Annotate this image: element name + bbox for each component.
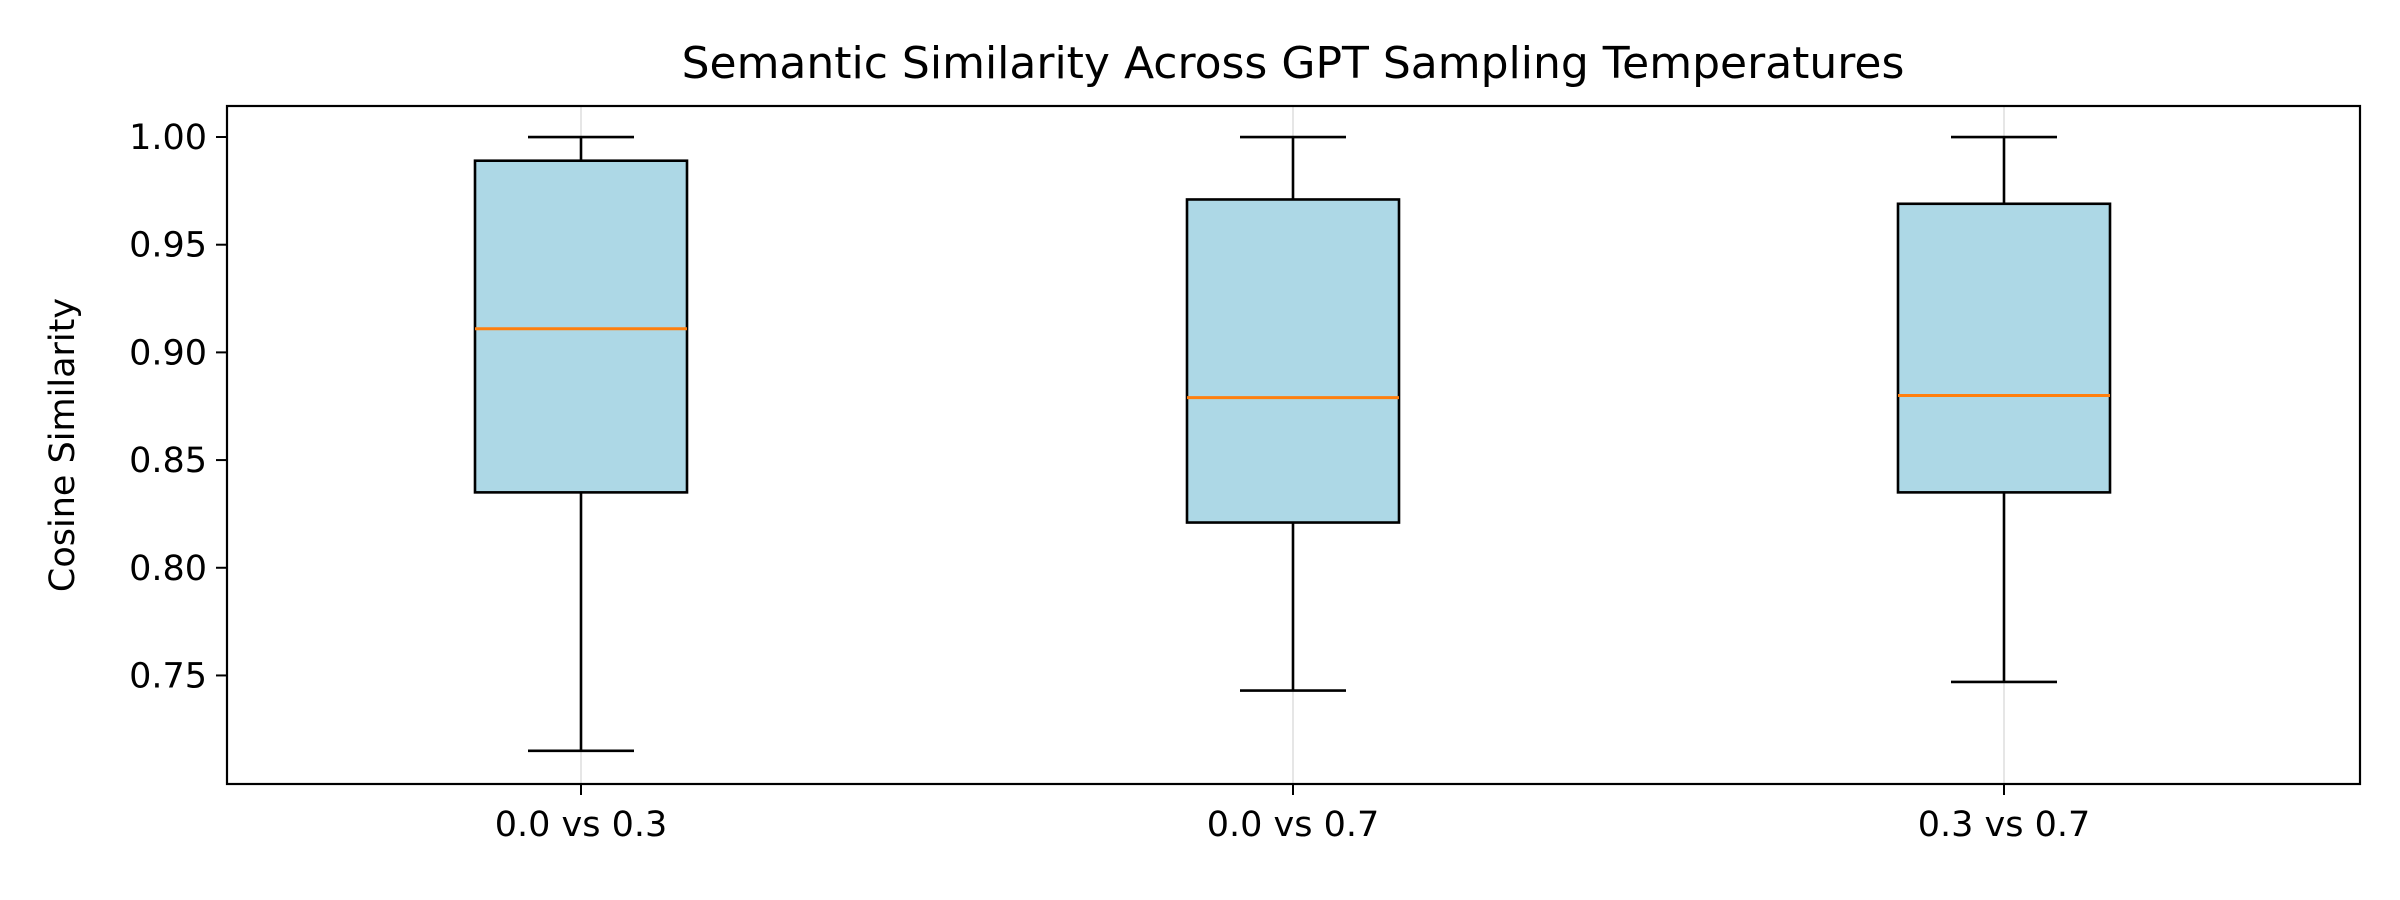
box-iqr	[1896, 202, 2112, 494]
y-tick-label: 0.85	[129, 441, 207, 481]
x-tick-label: 0.0 vs 0.7	[1207, 805, 1380, 845]
y-tick-label: 1.00	[129, 118, 207, 158]
y-tick-label: 0.75	[129, 656, 207, 696]
box-group	[1896, 135, 2112, 684]
y-tick-label: 0.80	[129, 549, 207, 589]
x-tick-label: 0.0 vs 0.3	[495, 805, 668, 845]
box-iqr	[473, 159, 689, 494]
y-axis-label: Cosine Similarity	[43, 298, 83, 592]
y-tick-label: 0.95	[129, 226, 207, 266]
y-tick-label: 0.90	[129, 333, 207, 373]
x-tick-label: 0.3 vs 0.7	[1918, 805, 2091, 845]
box-group	[473, 135, 689, 753]
plot-frame	[225, 104, 2362, 786]
plot-area: 0.75 0.80 0.85 0.90 0.95 1.00 0.0 vs 0.3 0.0 vs…	[129, 106, 2112, 845]
box-iqr	[1185, 198, 1401, 524]
chart-title: Semantic Similarity Across GPT Sampling …	[682, 38, 1905, 89]
box-group	[1185, 135, 1401, 692]
